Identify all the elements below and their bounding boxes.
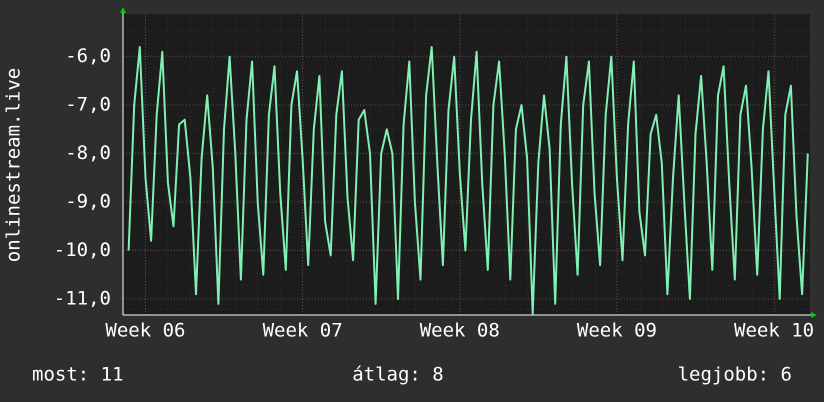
y-tick-label: -8,0	[65, 142, 111, 164]
series	[127, 46, 809, 315]
x-tick-label: Week 09	[577, 320, 657, 342]
x-arrow	[811, 312, 817, 318]
y-tick-label: -11,0	[54, 288, 111, 310]
y-tick-label: -10,0	[54, 239, 111, 261]
y-tick-label: -9,0	[65, 191, 111, 213]
x-tick-label: Week 08	[420, 320, 500, 342]
x-tick-label: Week 10	[734, 320, 814, 342]
y-tick-label: -7,0	[65, 94, 111, 116]
x-tick-label: Week 06	[105, 320, 185, 342]
x-tick-label: Week 07	[263, 320, 343, 342]
minor-grid	[123, 14, 810, 315]
footer-average: átlag: 8	[352, 364, 444, 386]
y-tick-label: -6,0	[65, 45, 111, 67]
footer-current: most: 11	[32, 364, 124, 386]
y-arrow	[120, 7, 126, 13]
footer-best: legjobb: 6	[678, 364, 792, 386]
y-axis-title: onlinestream.live	[3, 68, 25, 262]
data-line	[127, 46, 809, 315]
